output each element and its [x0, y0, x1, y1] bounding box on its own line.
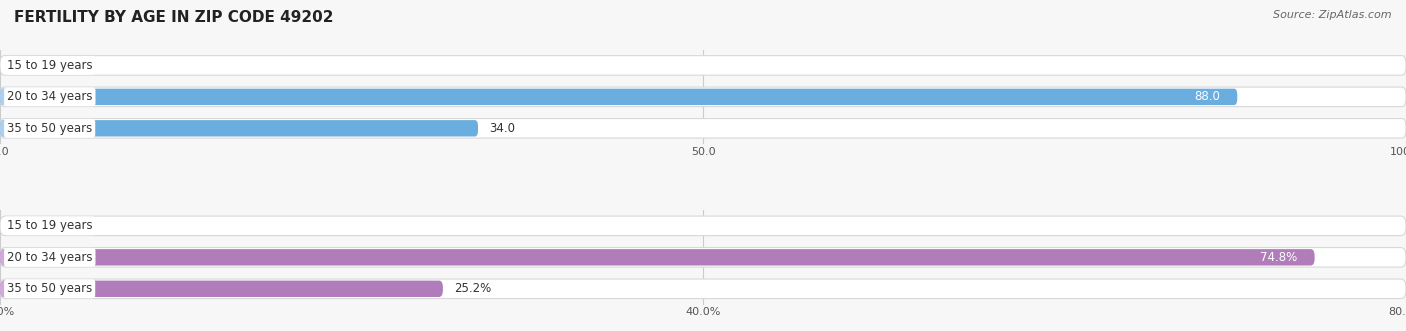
- Text: 15 to 19 years: 15 to 19 years: [7, 219, 93, 232]
- FancyBboxPatch shape: [0, 281, 443, 297]
- Text: 88.0: 88.0: [1195, 90, 1220, 103]
- Text: 35 to 50 years: 35 to 50 years: [7, 122, 93, 135]
- FancyBboxPatch shape: [0, 281, 53, 297]
- Text: 35 to 50 years: 35 to 50 years: [7, 282, 93, 295]
- Text: 34.0: 34.0: [489, 122, 515, 135]
- Text: 25.2%: 25.2%: [454, 282, 491, 295]
- FancyBboxPatch shape: [0, 216, 1406, 236]
- FancyBboxPatch shape: [0, 89, 1237, 105]
- FancyBboxPatch shape: [0, 279, 1406, 299]
- Text: 15 to 19 years: 15 to 19 years: [7, 59, 93, 72]
- Text: 20 to 34 years: 20 to 34 years: [7, 90, 93, 103]
- FancyBboxPatch shape: [0, 118, 1406, 138]
- FancyBboxPatch shape: [0, 120, 56, 136]
- FancyBboxPatch shape: [0, 249, 56, 265]
- Text: 20 to 34 years: 20 to 34 years: [7, 251, 93, 264]
- FancyBboxPatch shape: [0, 120, 478, 136]
- Text: FERTILITY BY AGE IN ZIP CODE 49202: FERTILITY BY AGE IN ZIP CODE 49202: [14, 10, 333, 25]
- FancyBboxPatch shape: [0, 249, 1315, 265]
- FancyBboxPatch shape: [0, 87, 1406, 107]
- Text: 0.0%: 0.0%: [11, 219, 41, 232]
- Text: 0.0: 0.0: [11, 59, 30, 72]
- Text: 74.8%: 74.8%: [1261, 251, 1298, 264]
- FancyBboxPatch shape: [0, 56, 1406, 75]
- FancyBboxPatch shape: [0, 89, 56, 105]
- FancyBboxPatch shape: [0, 248, 1406, 267]
- Text: Source: ZipAtlas.com: Source: ZipAtlas.com: [1274, 10, 1392, 20]
